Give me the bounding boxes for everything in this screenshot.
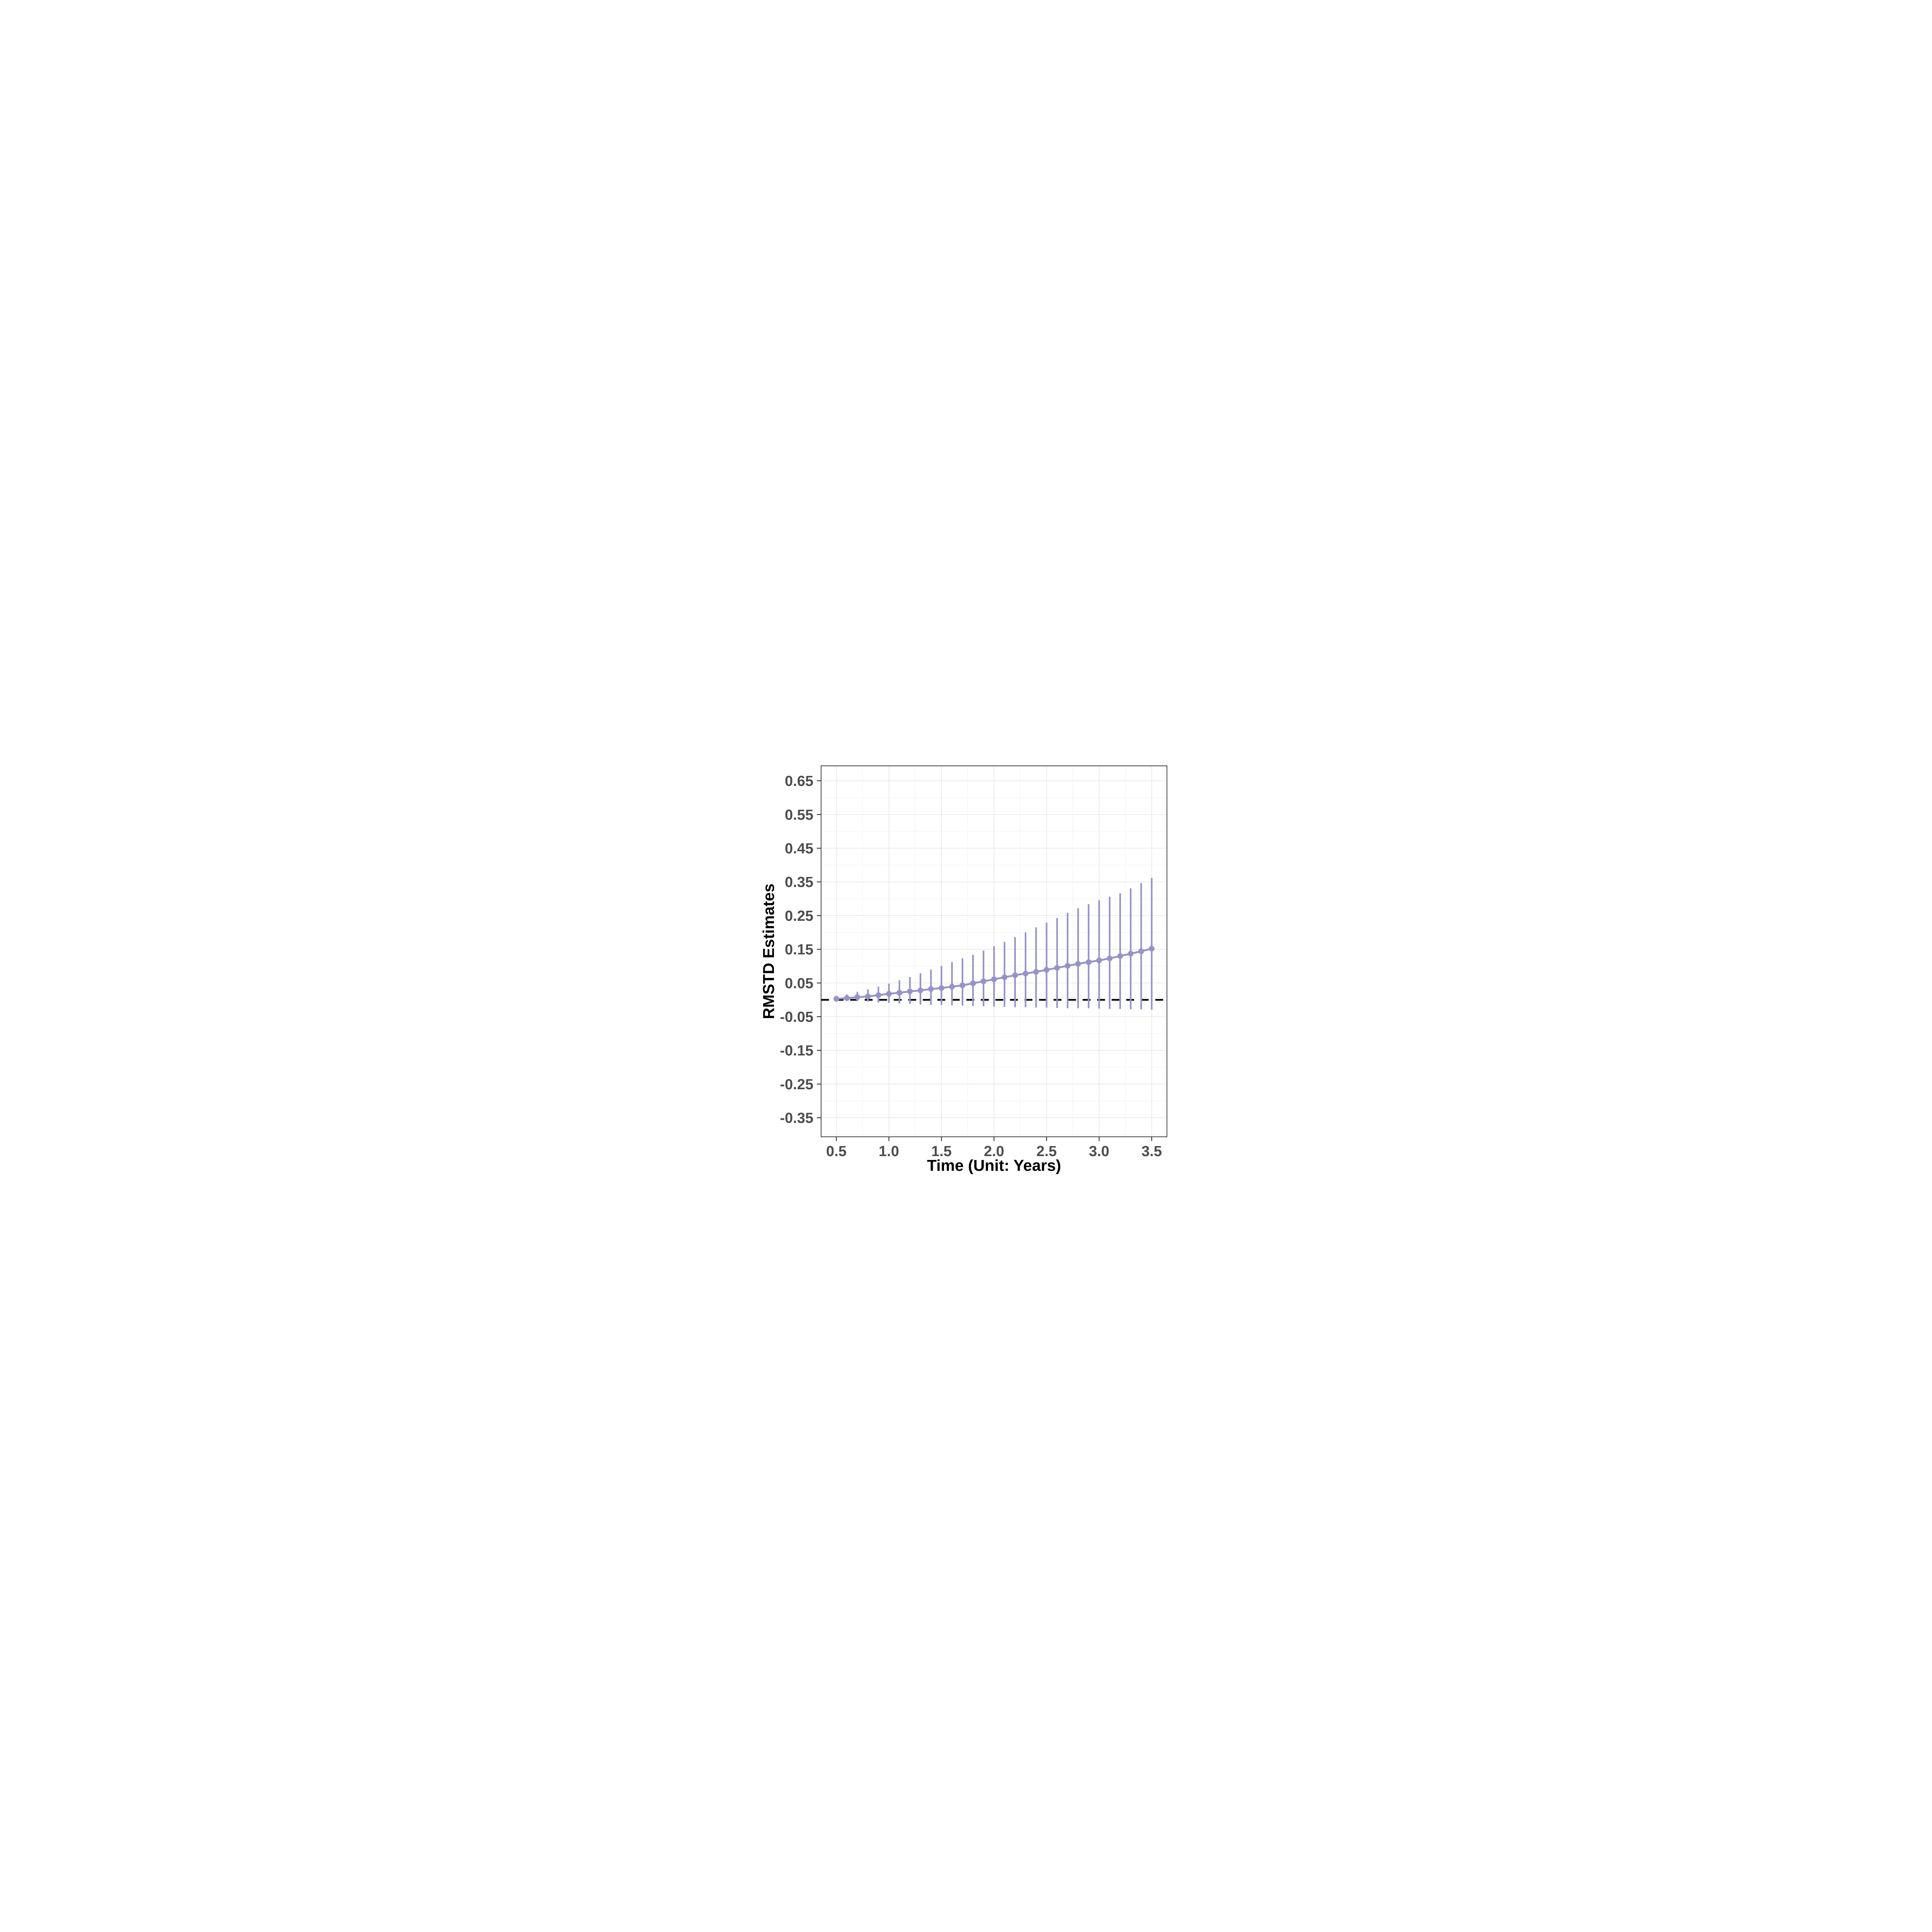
x-tick-label: 2.0 <box>984 1143 1004 1160</box>
data-point <box>1138 948 1144 954</box>
data-point <box>886 991 892 997</box>
data-point <box>1107 955 1113 961</box>
x-ticks <box>836 1137 1152 1141</box>
x-tick-label: 0.5 <box>826 1143 847 1160</box>
x-tick-label: 3.0 <box>1089 1143 1109 1160</box>
y-tick-label: -0.05 <box>780 1009 813 1025</box>
y-tick-label: -0.25 <box>780 1077 813 1093</box>
data-point <box>1054 965 1060 971</box>
y-axis: 0.65 0.55 0.45 0.35 0.25 0.15 0.05 -0.05 -0.15 -0… <box>760 773 821 1126</box>
data-points <box>833 946 1155 1002</box>
y-tick-label: 0.55 <box>785 807 813 823</box>
x-tick-label: 3.5 <box>1141 1143 1162 1160</box>
data-point <box>896 990 903 996</box>
x-tick-labels: 0.5 1.0 1.5 2.0 2.5 3.0 3.5 <box>826 1143 1162 1160</box>
chart-frame: 0.5 1.0 1.5 2.0 2.5 3.0 3.5 Time (Unit: Years)… <box>757 757 1175 1175</box>
data-point <box>1044 967 1049 973</box>
data-point <box>875 992 881 998</box>
y-tick-label: 0.15 <box>785 942 813 958</box>
data-point <box>844 995 850 1001</box>
y-tick-label: -0.15 <box>780 1043 813 1059</box>
data-point <box>939 985 944 991</box>
data-point <box>1075 961 1081 967</box>
y-tick-label: 0.05 <box>785 975 813 992</box>
data-point <box>1002 974 1008 980</box>
data-point <box>917 987 923 993</box>
data-point <box>854 994 861 1000</box>
data-point <box>865 993 871 1000</box>
y-tick-labels: 0.65 0.55 0.45 0.35 0.25 0.15 0.05 -0.05 -0.15 -0… <box>780 773 813 1126</box>
x-tick-label: 1.5 <box>931 1143 952 1160</box>
data-point <box>1085 959 1092 965</box>
y-ticks <box>817 780 821 1118</box>
x-axis: 0.5 1.0 1.5 2.0 2.5 3.0 3.5 Time (Unit: Years) <box>826 1137 1162 1174</box>
data-point <box>991 976 997 982</box>
data-point <box>980 978 986 985</box>
data-point <box>1065 963 1071 969</box>
y-tick-label: 0.45 <box>785 840 813 857</box>
x-tick-label: 2.5 <box>1036 1143 1057 1160</box>
y-axis-title: RMSTD Estimates <box>760 884 777 1019</box>
data-point <box>833 996 839 1002</box>
data-point <box>907 988 913 995</box>
y-tick-label: 0.65 <box>785 773 813 789</box>
chart: 0.5 1.0 1.5 2.0 2.5 3.0 3.5 Time (Unit: Years)… <box>757 757 1175 1175</box>
data-point <box>1096 957 1102 963</box>
panel <box>821 765 1167 1137</box>
data-point <box>949 984 955 990</box>
y-tick-label: 0.35 <box>785 874 813 891</box>
data-point <box>1012 972 1018 978</box>
y-tick-label: 0.25 <box>785 908 813 924</box>
data-point <box>1149 946 1155 952</box>
data-point <box>1128 951 1134 957</box>
data-point <box>1022 971 1029 976</box>
data-point <box>959 982 966 988</box>
x-axis-title: Time (Unit: Years) <box>927 1156 1061 1174</box>
data-point <box>1117 953 1123 959</box>
x-tick-label: 1.0 <box>879 1143 899 1160</box>
data-point <box>1033 969 1039 975</box>
data-point <box>970 980 976 986</box>
y-tick-label: -0.35 <box>780 1110 813 1126</box>
data-point <box>928 986 934 992</box>
